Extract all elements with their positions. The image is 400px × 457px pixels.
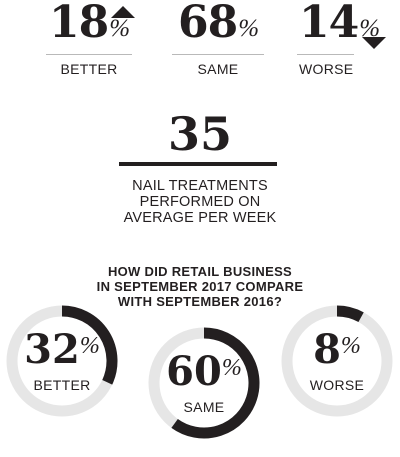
- donut-arc-same: [171, 327, 260, 439]
- divider: [172, 54, 264, 55]
- arrow-up-icon: [111, 6, 135, 18]
- stat-same-value: 68%: [177, 0, 259, 48]
- treatments-rule: [119, 162, 277, 166]
- donut-label-better: BETTER: [33, 377, 90, 393]
- stat-better-value: 18%: [48, 0, 130, 48]
- stat-worse-label: WORSE: [299, 61, 354, 77]
- retail-question: HOW DID RETAIL BUSINESS IN SEPTEMBER 201…: [96, 264, 304, 309]
- stat-same: 68% SAME: [172, 0, 264, 77]
- treatments-value: 35: [167, 107, 232, 161]
- donut-label-same: SAME: [184, 399, 225, 415]
- donut-value-better: 32%: [24, 326, 100, 373]
- stat-same-label: SAME: [197, 61, 239, 77]
- stat-better-label: BETTER: [60, 61, 118, 77]
- stat-better: 18% BETTER: [46, 0, 132, 77]
- donut-value-worse: 8%: [313, 326, 361, 373]
- stat-worse-value: 14%: [298, 0, 380, 48]
- stat-worse: 14% WORSE: [297, 0, 381, 77]
- donut-label-worse: WORSE: [310, 377, 364, 393]
- arrow-down-icon: [362, 37, 386, 49]
- donut-arc-better: [61, 305, 118, 385]
- donut-value-same: 60%: [166, 348, 242, 395]
- divider: [297, 54, 354, 55]
- divider: [46, 54, 132, 55]
- donut-arc-worse: [336, 305, 364, 323]
- treatments-caption: NAIL TREATMENTS PERFORMED ON AVERAGE PER…: [123, 178, 277, 226]
